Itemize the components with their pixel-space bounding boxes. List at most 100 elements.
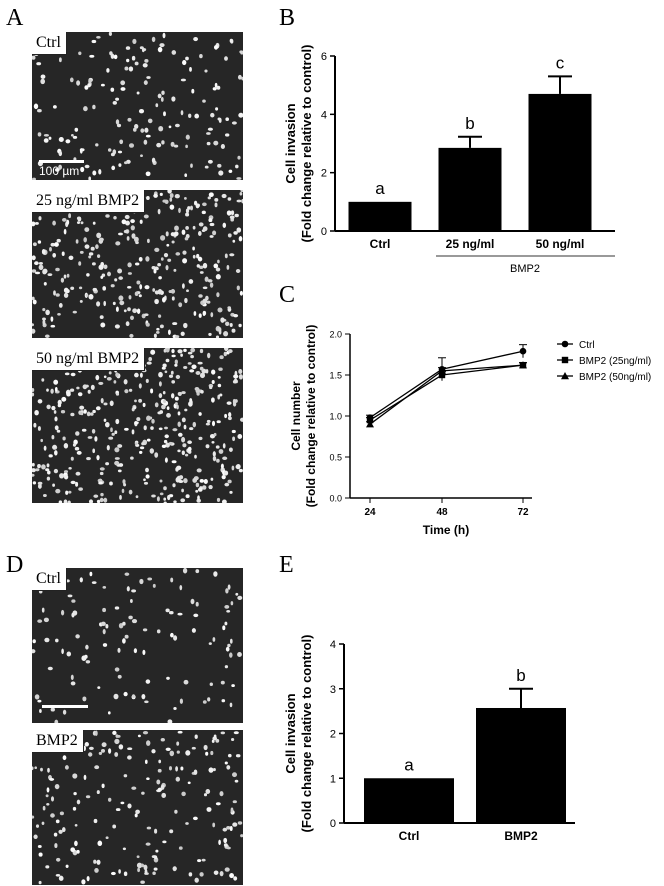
cell-nucleus: [38, 216, 42, 221]
cell-nucleus: [32, 639, 36, 644]
cell-nucleus: [208, 192, 214, 198]
cell-nucleus: [131, 233, 136, 239]
cell-nucleus: [231, 684, 235, 688]
cell-nucleus: [113, 54, 118, 60]
cell-nucleus: [235, 592, 239, 596]
cell-nucleus: [138, 450, 143, 454]
cell-nucleus: [55, 293, 60, 297]
cell-nucleus: [198, 436, 203, 441]
cell-nucleus: [111, 432, 115, 436]
cell-nucleus: [229, 652, 233, 658]
cell-nucleus: [139, 219, 143, 224]
y-tick-label: 4: [321, 109, 327, 121]
cell-nucleus: [199, 872, 204, 877]
cell-nucleus: [218, 449, 224, 454]
cell-nucleus: [122, 638, 126, 644]
cell-nucleus: [62, 709, 67, 715]
cell-nucleus: [144, 285, 150, 290]
cell-nucleus: [198, 412, 202, 416]
cell-nucleus: [66, 651, 72, 657]
cell-nucleus: [88, 255, 92, 259]
cell-nucleus: [162, 391, 166, 395]
cell-nucleus: [212, 230, 217, 236]
cell-nucleus: [143, 478, 146, 482]
cell-nucleus: [212, 455, 217, 462]
cell-nucleus: [142, 649, 146, 655]
cell-nucleus: [142, 402, 146, 408]
bar-bmp2: [476, 707, 566, 823]
cell-nucleus: [199, 53, 203, 59]
cell-nucleus: [224, 413, 228, 419]
cell-nucleus: [95, 244, 99, 250]
x-tick-label: BMP2: [504, 829, 538, 843]
cell-nucleus: [218, 170, 224, 176]
cell-nucleus: [176, 404, 179, 410]
cell-nucleus: [220, 731, 226, 735]
cell-nucleus: [185, 144, 188, 149]
cell-nucleus: [141, 791, 145, 795]
cell-nucleus: [102, 643, 108, 647]
cell-nucleus: [55, 267, 60, 272]
cell-nucleus: [72, 443, 77, 447]
y-axis-title: Cell invasion: [283, 103, 298, 183]
cell-nucleus: [120, 801, 125, 805]
cell-nucleus: [157, 768, 162, 773]
cell-nucleus: [198, 231, 202, 236]
cell-nucleus: [165, 358, 170, 363]
cell-nucleus: [32, 462, 35, 467]
cell-nucleus: [233, 374, 239, 379]
cell-nucleus: [86, 457, 91, 461]
cell-nucleus: [204, 69, 208, 73]
cell-nucleus: [232, 436, 236, 442]
cell-nucleus: [59, 473, 65, 479]
cell-nucleus: [127, 117, 132, 122]
cell-nucleus: [97, 254, 101, 258]
cell-field: [32, 568, 243, 723]
cell-nucleus: [133, 648, 138, 654]
cell-nucleus: [89, 412, 94, 416]
cell-nucleus: [138, 109, 145, 114]
cell-nucleus: [102, 586, 107, 589]
cell-nucleus: [170, 289, 176, 294]
cell-nucleus: [238, 323, 242, 328]
cell-nucleus: [209, 222, 215, 227]
cell-nucleus: [233, 231, 238, 235]
cell-nucleus: [32, 815, 35, 819]
cell-nucleus: [105, 422, 110, 428]
cell-nucleus: [231, 121, 237, 125]
y-tick-label: 0: [330, 818, 336, 830]
cell-nucleus: [130, 225, 135, 231]
cell-nucleus: [106, 445, 110, 451]
cell-nucleus: [157, 411, 162, 415]
cell-nucleus: [105, 623, 109, 629]
cell-nucleus: [41, 248, 46, 255]
cell-nucleus: [157, 208, 161, 215]
cell-nucleus: [62, 436, 66, 441]
cell-nucleus: [128, 388, 133, 392]
cell-nucleus: [82, 696, 87, 702]
cell-nucleus: [52, 105, 57, 109]
cell-nucleus: [114, 460, 120, 466]
y-tick-label: 3: [330, 684, 336, 696]
cell-nucleus: [163, 486, 167, 491]
cell-nucleus: [127, 262, 132, 268]
cell-nucleus: [203, 793, 208, 797]
cell-nucleus: [151, 36, 156, 43]
cell-nucleus: [96, 790, 100, 795]
cell-nucleus: [239, 192, 243, 196]
cell-nucleus: [109, 481, 113, 486]
cell-nucleus: [190, 348, 196, 353]
cell-nucleus: [240, 190, 243, 193]
cell-nucleus: [32, 177, 36, 180]
cell-nucleus: [115, 241, 121, 246]
micrograph-d-ctrl: Ctrl: [32, 568, 243, 723]
cell-nucleus: [173, 231, 179, 237]
cell-nucleus: [90, 246, 95, 251]
cell-nucleus: [139, 578, 144, 585]
cell-nucleus: [96, 859, 101, 865]
cell-nucleus: [144, 127, 149, 133]
legend-marker-circle: [561, 340, 569, 348]
cell-nucleus: [100, 261, 105, 267]
cell-nucleus: [216, 420, 221, 424]
cell-nucleus: [50, 242, 56, 247]
